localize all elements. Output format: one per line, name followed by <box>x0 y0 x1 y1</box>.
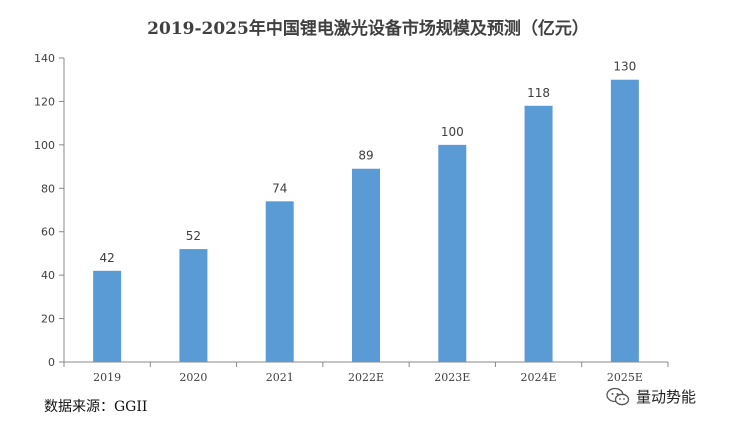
bar <box>93 270 122 362</box>
bar <box>179 249 208 362</box>
watermark-text: 量动势能 <box>636 388 697 406</box>
bar <box>352 168 380 362</box>
bar <box>438 144 467 362</box>
x-tick-label: 2023E <box>434 371 470 384</box>
data-label: 74 <box>272 181 287 195</box>
bar <box>265 201 294 362</box>
source-note: 数据来源：GGII <box>44 399 148 415</box>
bar <box>524 105 553 363</box>
bar <box>610 79 639 362</box>
y-tick-label: 140 <box>34 52 55 65</box>
y-tick-label: 120 <box>34 95 55 108</box>
y-tick-label: 40 <box>41 269 55 282</box>
x-tick-label: 2019 <box>93 371 121 384</box>
data-label: 52 <box>186 229 201 243</box>
y-tick-label: 60 <box>41 226 55 239</box>
x-tick-label: 2020 <box>179 371 207 384</box>
data-label: 89 <box>358 149 373 163</box>
x-tick-label: 2024E <box>521 371 557 384</box>
y-tick-label: 100 <box>34 139 55 152</box>
data-label: 130 <box>613 60 636 74</box>
y-tick-label: 80 <box>41 182 55 195</box>
x-tick-label: 2021 <box>266 371 294 384</box>
data-label: 118 <box>527 86 550 100</box>
data-label: 42 <box>100 251 115 265</box>
chart-title: 2019-2025年中国锂电激光设备市场规模及预测（亿元） <box>147 19 589 39</box>
y-tick-label: 0 <box>48 356 55 369</box>
watermark: 量动势能 <box>606 386 696 407</box>
x-tick-label: 2022E <box>348 371 384 384</box>
data-label: 100 <box>441 125 464 139</box>
y-tick-label: 20 <box>41 313 55 326</box>
x-tick-label: 2025E <box>607 371 643 384</box>
wechat-icon <box>606 387 630 405</box>
